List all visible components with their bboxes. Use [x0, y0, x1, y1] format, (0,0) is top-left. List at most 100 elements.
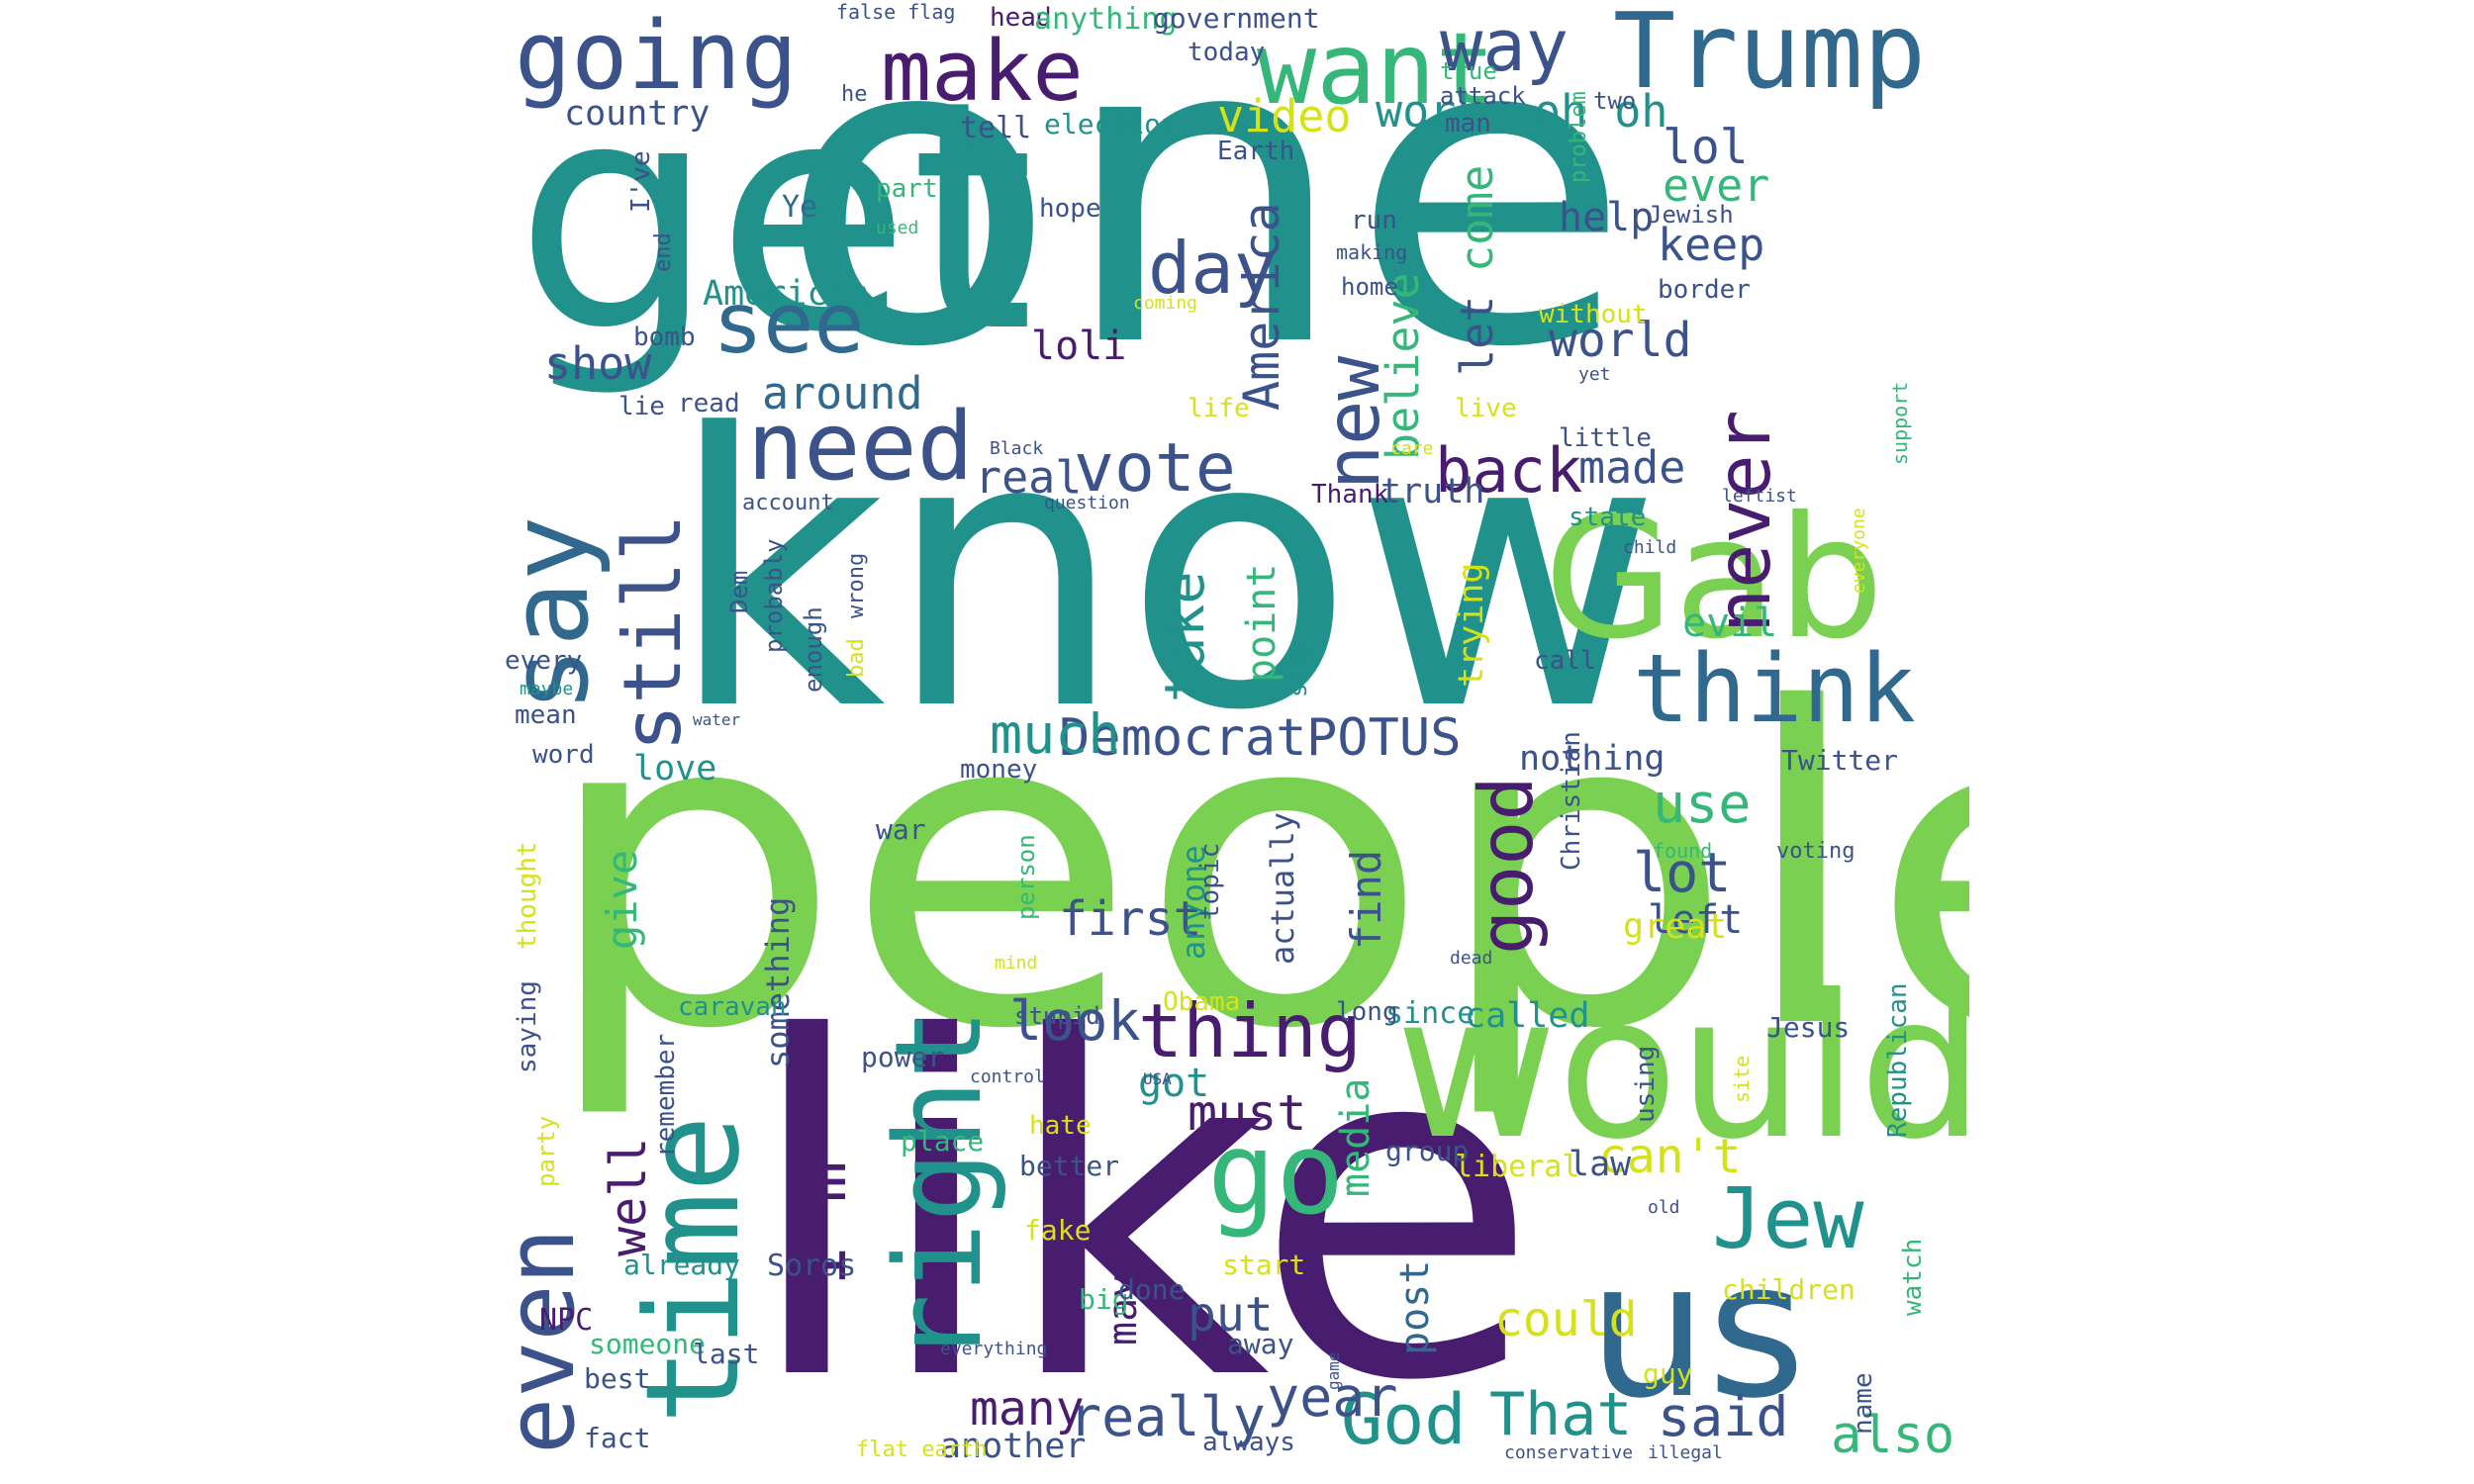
word-made: made — [1578, 441, 1686, 494]
word-problem: problem — [1567, 91, 1591, 183]
word-war: war — [876, 813, 926, 846]
word-caravan: caravan — [678, 992, 787, 1022]
word-could: could — [1494, 1292, 1638, 1347]
word-read: read — [678, 389, 740, 418]
word-even: even — [505, 1228, 596, 1454]
word-still: still — [607, 513, 699, 752]
word-home: home — [1341, 273, 1398, 301]
word-that: That — [1489, 1380, 1633, 1449]
word-yet: yet — [1578, 364, 1611, 385]
word-stupid: stupid — [1014, 1002, 1100, 1030]
word-word: word — [532, 740, 595, 770]
word-tell: tell — [960, 111, 1032, 145]
word-mean: mean — [515, 700, 577, 730]
word-country: country — [564, 94, 711, 134]
word-attack: attack — [1440, 82, 1526, 110]
word-fake: fake — [1024, 1214, 1092, 1247]
word-good: good — [1463, 776, 1550, 955]
word-give: give — [598, 849, 646, 950]
word-using: using — [1631, 1045, 1661, 1123]
word-support: support — [1888, 381, 1912, 465]
word-us: us — [1588, 1221, 1806, 1439]
word-two: two — [1593, 87, 1637, 115]
word-someone: someone — [589, 1328, 707, 1360]
word-potus: POTUS — [1306, 708, 1462, 768]
word-well: well — [600, 1137, 657, 1256]
word-end: end — [651, 232, 676, 272]
word-ive: I've — [626, 150, 656, 213]
word-party: party — [532, 1115, 560, 1187]
word-children: children — [1722, 1273, 1856, 1306]
word-better: better — [1019, 1150, 1120, 1182]
word-border: border — [1658, 275, 1751, 305]
word-would: would — [1395, 953, 1969, 1183]
word-obama: Obama — [1163, 987, 1241, 1017]
word-wrong: wrong — [844, 552, 869, 618]
word-enough: enough — [800, 606, 827, 693]
word-best: best — [584, 1362, 651, 1395]
word-loli: loli — [1031, 324, 1127, 369]
word-he: he — [841, 82, 868, 107]
word-care: care — [1390, 438, 1434, 459]
word-jew: Jew — [1712, 1170, 1864, 1268]
word-many: many — [970, 1381, 1085, 1437]
word-leftist: leftist — [1722, 486, 1797, 507]
word-topic: topic — [1195, 842, 1225, 920]
word-coming: coming — [1133, 293, 1198, 314]
word-ever: ever — [1663, 159, 1770, 212]
word-great: great — [1623, 907, 1728, 947]
word-twitter: Twitter — [1781, 744, 1899, 777]
word-making: making — [1336, 240, 1408, 264]
word-jesus: Jesus — [1766, 1011, 1851, 1044]
word-control: control — [970, 1067, 1045, 1087]
word-illegal: illegal — [1648, 1442, 1723, 1463]
word-life: life — [1188, 394, 1250, 423]
word-take: take — [1153, 571, 1216, 702]
word-jewish: Jewish — [1648, 201, 1734, 229]
word-god: God — [1341, 1379, 1467, 1460]
word-american: American — [703, 274, 870, 314]
word-water: water — [693, 710, 741, 729]
word-everything: everything — [940, 1339, 1048, 1359]
word-gab: Gab — [1544, 481, 1884, 677]
word-saying: saying — [513, 980, 542, 1073]
word-vote: vote — [1074, 429, 1236, 508]
word-always: always — [1202, 1428, 1295, 1457]
word-christian: Christian — [1557, 731, 1586, 871]
word-use: use — [1653, 772, 1752, 835]
word-going: going — [515, 2, 798, 111]
word-false-flag: false flag — [836, 0, 956, 24]
word-point: point — [1239, 563, 1285, 683]
word-dead: dead — [1450, 948, 1493, 969]
word-really: really — [1069, 1385, 1266, 1448]
word-without: without — [1539, 300, 1648, 329]
word-run: run — [1351, 206, 1397, 235]
word-done: done — [1118, 1273, 1186, 1306]
word-lol: lol — [1663, 120, 1749, 175]
word-fact: fact — [584, 1422, 651, 1454]
word-conservative: conservative — [1504, 1442, 1634, 1463]
word-nothing: nothing — [1519, 739, 1665, 779]
word-anything: anything — [1034, 2, 1178, 37]
word-law: law — [1569, 1145, 1632, 1184]
word-keep: keep — [1658, 219, 1765, 271]
word-power: power — [861, 1041, 945, 1073]
word-year: year — [1267, 1365, 1398, 1429]
word-love: love — [633, 749, 717, 788]
word-real: real — [975, 451, 1083, 504]
word-find: find — [1342, 849, 1390, 950]
word-true: true — [1440, 57, 1497, 85]
word-work: work — [1376, 85, 1483, 138]
word-go: go — [1207, 1108, 1345, 1241]
word-away: away — [1227, 1328, 1294, 1360]
word-evil: evil — [1682, 601, 1778, 646]
word-call: call — [1534, 646, 1596, 676]
word-usa: USA — [1143, 1069, 1172, 1088]
word-long: long — [1336, 997, 1398, 1027]
word-want: want — [1257, 11, 1495, 127]
word-people: people — [539, 617, 1969, 1124]
word-see: see — [713, 275, 865, 373]
word-put: put — [1188, 1287, 1274, 1343]
word-live: live — [1455, 394, 1517, 423]
word-found: found — [1653, 839, 1713, 863]
